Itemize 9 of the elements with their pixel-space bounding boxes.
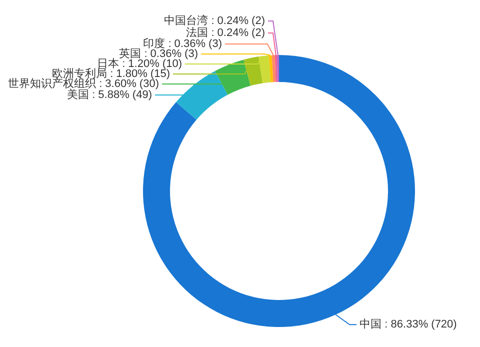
slice-label: 美国 : 5.88% (49) — [67, 88, 152, 101]
slice-label: 中国 : 86.33% (720) — [360, 318, 457, 331]
slice-label: 印度 : 0.36% (3) — [143, 37, 222, 50]
slice-label: 中国台湾 : 0.24% (2) — [164, 14, 265, 27]
slice-label: 法国 : 0.24% (2) — [186, 26, 265, 39]
slice-label: 欧洲专利局 : 1.80% (15) — [52, 67, 170, 80]
slice-label: 英国 : 0.36% (3) — [119, 47, 198, 60]
slice-label: 日本 : 1.20% (10) — [97, 57, 182, 70]
slice-label: 世界知识产权组织 : 3.60% (30) — [8, 77, 159, 90]
